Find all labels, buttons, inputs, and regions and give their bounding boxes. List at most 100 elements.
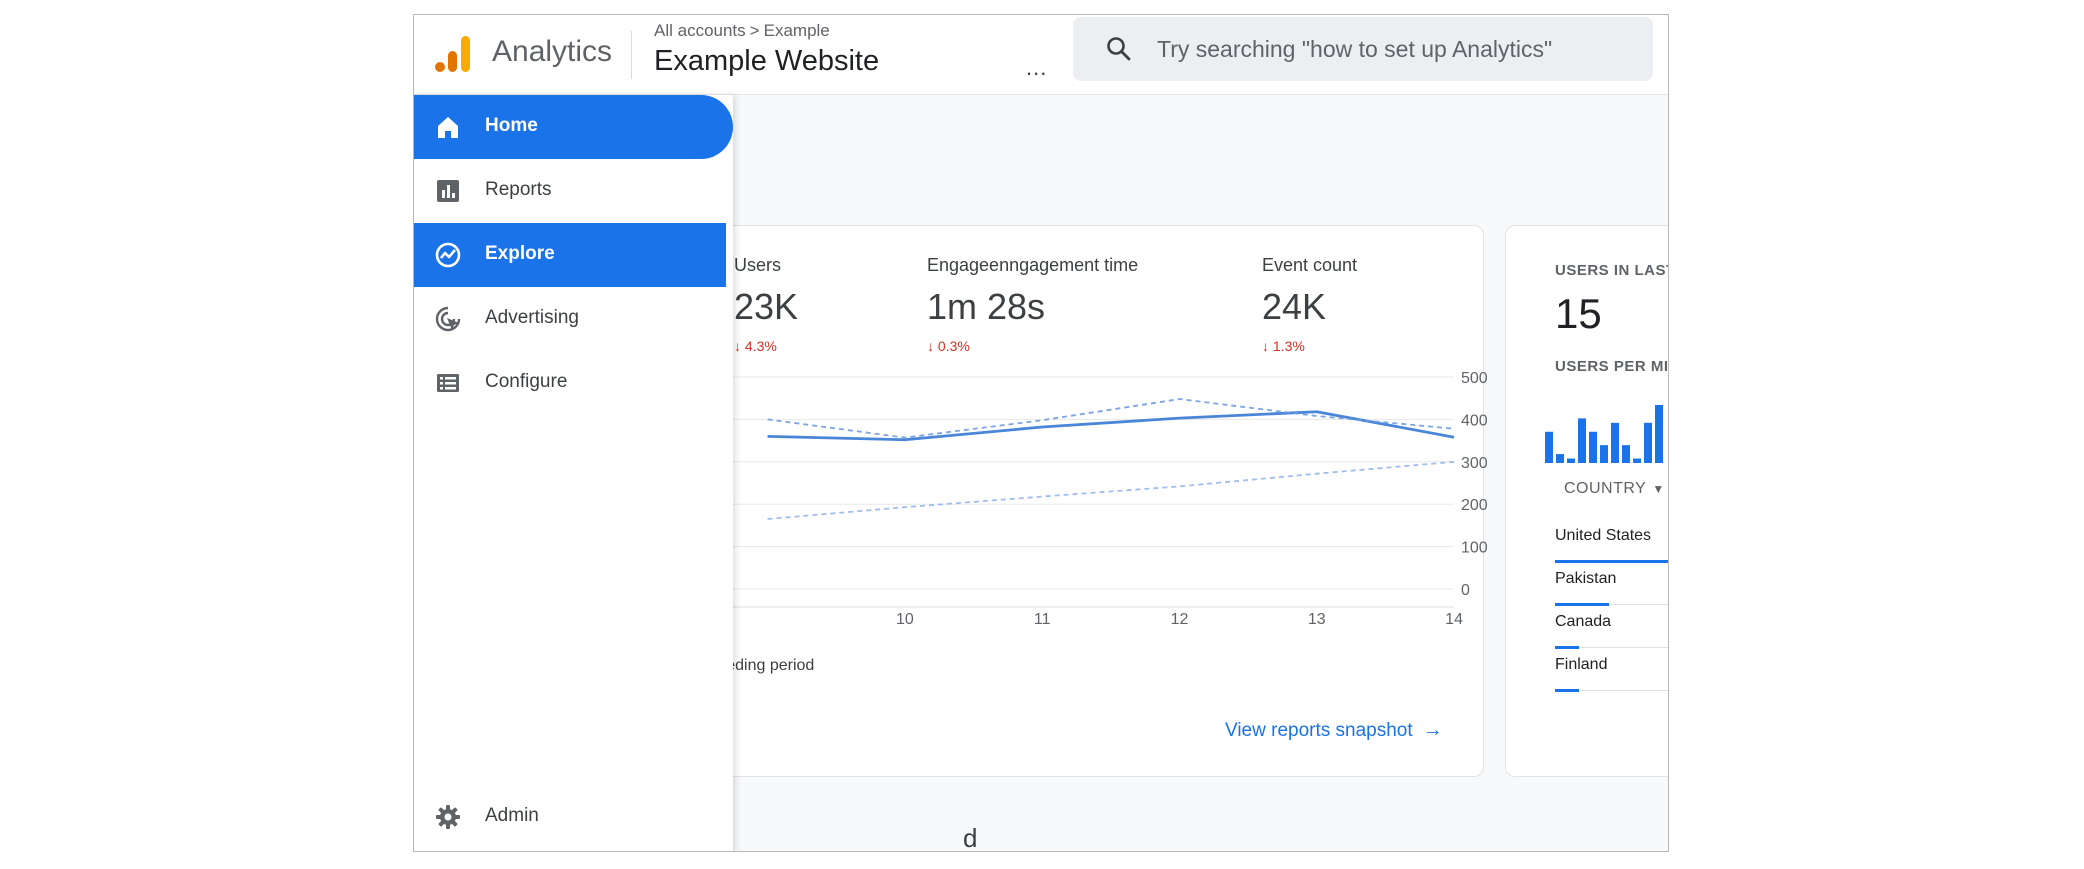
sidebar-item-explore[interactable]: Explore	[414, 223, 726, 287]
per-minute-bar	[1633, 458, 1641, 463]
view-reports-snapshot-link[interactable]: View reports snapshot →	[1225, 719, 1443, 742]
y-tick-label: 400	[1461, 412, 1488, 429]
metric-delta: ↓ 4.3%	[734, 338, 777, 354]
country-share-bar	[1555, 560, 1668, 563]
country-share-bar	[1555, 603, 1609, 606]
users-per-minute-label: USERS PER MINU	[1555, 358, 1669, 375]
metric-event-count[interactable]: Event count 24K ↓ 1.3%	[1262, 255, 1357, 354]
x-tick-label: 12	[1171, 611, 1189, 628]
per-minute-bar	[1655, 405, 1663, 463]
y-tick-label: 500	[1461, 370, 1488, 387]
realtime-title: USERS IN LAST 3	[1555, 262, 1668, 279]
metric-label: Users	[734, 255, 782, 275]
country-row[interactable]: United States	[1555, 520, 1668, 563]
country-row[interactable]: Pakistan	[1555, 563, 1668, 606]
property-selector[interactable]: Example Website	[654, 45, 880, 77]
per-minute-bar	[1622, 445, 1630, 463]
search-bar[interactable]: Try searching "how to set up Analytics"	[1073, 17, 1653, 81]
series-line-solid	[767, 410, 1455, 442]
overview-card	[674, 225, 1484, 777]
metric-delta: ↓ 0.3%	[927, 338, 970, 354]
breadcrumb-separator: >	[749, 21, 760, 40]
per-minute-bar	[1545, 431, 1553, 463]
metric-delta: ↓ 1.3%	[1262, 338, 1305, 354]
breadcrumb[interactable]: All accounts > Example	[654, 21, 830, 41]
per-minute-bar	[1567, 458, 1575, 463]
metric-engagement-time[interactable]: Engageenngagement time 1m 28s ↓ 0.3%	[927, 255, 1138, 354]
series-line-dashed-light	[767, 460, 1455, 520]
analytics-window: Analytics All accounts > Example Example W…	[413, 14, 1669, 852]
country-name: United States	[1555, 527, 1652, 544]
breadcrumb-account[interactable]: Example	[763, 21, 830, 40]
per-minute-bar	[1600, 445, 1608, 463]
metric-label: Event count	[1262, 255, 1358, 275]
section-title-fragment: d	[963, 823, 978, 852]
sidebar-item-label: Reports	[485, 179, 552, 200]
sidebar-item-label: Home	[485, 115, 538, 136]
x-tick-label: 11	[1034, 611, 1051, 628]
down-arrow-icon: ↓	[927, 338, 938, 354]
home-icon	[438, 117, 458, 138]
y-tick-label: 300	[1461, 455, 1488, 472]
realtime-users-value: 15	[1555, 290, 1602, 337]
more-options-button[interactable]: ...	[1026, 55, 1048, 80]
metric-value: 24K	[1262, 286, 1327, 327]
gear-icon	[436, 805, 460, 829]
x-tick-label: 14	[1445, 611, 1463, 628]
trend-line-chart: 500 400 300 200 100 0 10 11 12 13 14	[704, 370, 1488, 628]
country-share-bar	[1555, 646, 1579, 649]
analytics-logo-icon	[435, 36, 470, 72]
bar-chart-icon	[437, 180, 459, 202]
country-dropdown-label: COUNTRY	[1564, 480, 1647, 497]
sidebar-item-label: Advertising	[485, 307, 579, 328]
per-minute-bar	[1556, 454, 1564, 463]
sidebar-item-reports[interactable]: Reports	[414, 159, 733, 223]
x-tick-label: 10	[896, 611, 914, 628]
down-arrow-icon: ↓	[734, 338, 745, 354]
x-tick-label: 13	[1308, 611, 1326, 628]
metric-value: 23K	[734, 286, 799, 327]
per-minute-bar	[1644, 422, 1652, 463]
breadcrumb-root[interactable]: All accounts	[654, 21, 746, 40]
arrow-right-icon: →	[1422, 719, 1443, 741]
main-content: Users 23K ↓ 4.3% Engageenngagement time …	[414, 15, 1669, 852]
explore-icon	[435, 242, 461, 268]
sidebar-item-admin[interactable]: Admin	[414, 785, 733, 849]
sidebar-item-configure[interactable]: Configure	[414, 351, 733, 415]
sidebar-item-label: Explore	[485, 243, 555, 264]
product-name: Analytics	[492, 35, 613, 68]
sidebar-item-label: Admin	[485, 805, 539, 826]
sidebar-item-home[interactable]: Home	[414, 95, 733, 159]
metric-users[interactable]: Users 23K ↓ 4.3%	[734, 255, 798, 354]
realtime-card	[1505, 225, 1668, 777]
per-minute-bar	[1578, 418, 1586, 463]
country-row[interactable]: Finland	[1555, 649, 1668, 692]
search-icon	[1107, 37, 1131, 61]
country-name: Canada	[1555, 613, 1612, 630]
snapshot-link-label: View reports snapshot	[1225, 720, 1413, 741]
y-tick-label: 0	[1461, 582, 1470, 599]
country-name: Finland	[1555, 656, 1608, 673]
users-per-minute-chart	[1545, 405, 1663, 463]
per-minute-bar	[1589, 431, 1597, 463]
caret-down-icon: ▼	[1652, 482, 1665, 496]
country-row[interactable]: Canada	[1555, 606, 1668, 649]
search-input[interactable]: Try searching "how to set up Analytics"	[1157, 36, 1553, 62]
down-arrow-icon: ↓	[1262, 338, 1273, 354]
sidebar-item-advertising[interactable]: Advertising	[414, 287, 733, 351]
advertising-icon	[435, 306, 461, 332]
country-share-bar	[1555, 689, 1579, 692]
y-tick-label: 100	[1461, 540, 1488, 557]
y-tick-label: 200	[1461, 497, 1488, 514]
metric-value: 1m 28s	[927, 286, 1046, 327]
sidebar-item-label: Configure	[485, 371, 568, 392]
top-bar: Analytics All accounts > Example Example W…	[414, 15, 1668, 95]
series-line-dashed	[767, 398, 1455, 439]
list-icon	[437, 374, 459, 392]
header-divider	[631, 31, 632, 79]
country-name: Pakistan	[1555, 570, 1617, 587]
per-minute-bar	[1611, 422, 1619, 463]
sidebar: Home Reports Explore Advertis	[414, 95, 733, 851]
metric-label: Engageenngagement time	[927, 255, 1139, 275]
country-dropdown[interactable]: COUNTRY ▼	[1564, 480, 1665, 498]
